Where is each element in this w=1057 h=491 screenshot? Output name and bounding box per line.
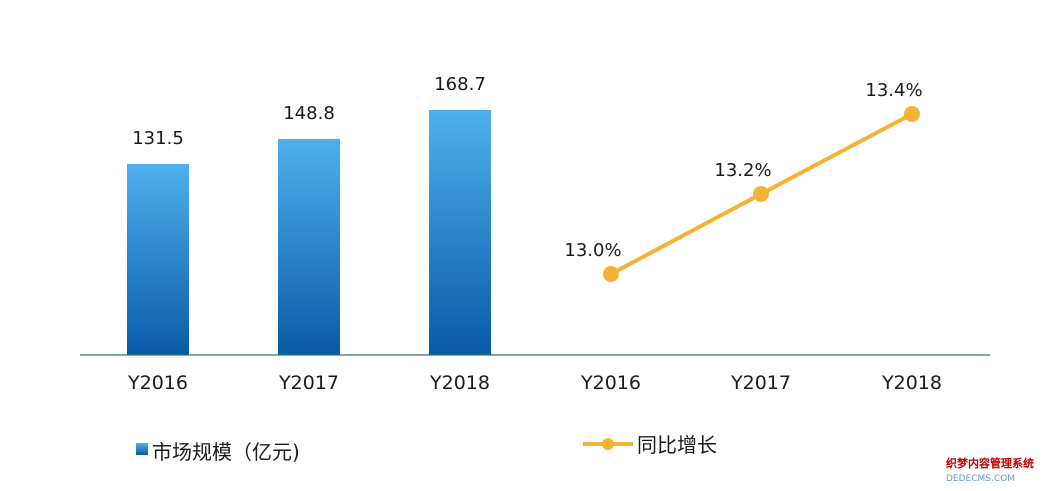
line-data-label: 13.0% [564, 240, 621, 261]
watermark-line2: DEDECMS.COM [946, 474, 1015, 484]
watermark-line1: 织梦内容管理系统 [946, 456, 1034, 470]
line-point-Y2016 [603, 266, 619, 282]
x-tick-label: Y2018 [881, 372, 942, 394]
x-tick-label: Y2017 [730, 372, 791, 394]
bar-data-label: 148.8 [283, 103, 335, 124]
bar-Y2017 [278, 138, 340, 355]
line-data-label: 13.4% [865, 80, 922, 101]
legend-bar-swatch [136, 443, 148, 455]
bar-data-label: 131.5 [132, 128, 184, 149]
x-tick-label: Y2016 [580, 372, 641, 394]
x-tick-label: Y2016 [127, 372, 188, 394]
watermark: 织梦内容管理系统 DEDECMS.COM [946, 456, 1034, 484]
line-point-Y2017 [753, 186, 769, 202]
bar-Y2016 [127, 164, 189, 355]
x-tick-label: Y2018 [429, 372, 490, 394]
line-data-label: 13.2% [714, 160, 771, 181]
legend-bar-label: 市场规模（亿元) [152, 440, 300, 464]
bar-Y2018 [429, 110, 491, 355]
bar-data-label: 168.7 [434, 74, 486, 95]
x-tick-label: Y2017 [278, 372, 339, 394]
legend-line-marker [602, 438, 614, 450]
legend-line-label: 同比增长 [637, 433, 717, 457]
legend: 市场规模（亿元) 同比增长 [136, 433, 717, 464]
line-point-Y2018 [904, 106, 920, 122]
